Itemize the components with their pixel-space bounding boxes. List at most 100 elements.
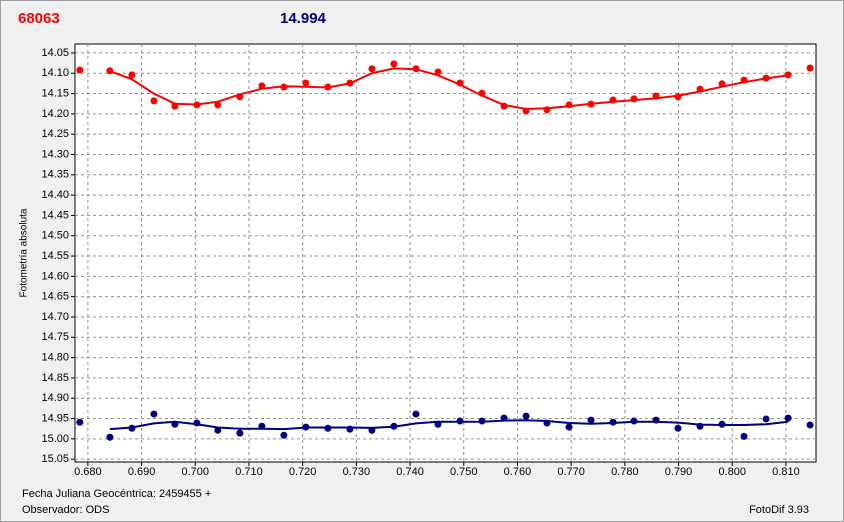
data-point xyxy=(128,71,136,79)
data-point xyxy=(652,416,660,424)
data-point xyxy=(652,92,660,100)
data-point xyxy=(214,426,222,434)
data-point xyxy=(324,83,332,91)
data-point xyxy=(150,97,158,105)
x-tick-label: 0.750 xyxy=(450,466,478,478)
y-tick-label: 14.75 xyxy=(41,331,69,343)
data-point xyxy=(674,93,682,101)
data-point xyxy=(456,417,464,425)
data-point xyxy=(150,410,158,418)
data-point xyxy=(630,417,638,425)
data-point xyxy=(740,76,748,84)
y-tick-label: 14.15 xyxy=(41,87,69,99)
x-tick-label: 0.680 xyxy=(74,466,102,478)
data-point xyxy=(76,66,84,74)
data-point xyxy=(76,418,84,426)
data-point xyxy=(346,79,354,87)
data-point xyxy=(434,68,442,76)
data-point xyxy=(346,425,354,433)
y-tick-label: 14.80 xyxy=(41,352,69,364)
x-tick-label: 0.710 xyxy=(235,466,263,478)
data-point xyxy=(478,417,486,425)
data-point xyxy=(368,426,376,434)
y-tick-label: 14.50 xyxy=(41,230,69,242)
header-left: 68063 xyxy=(18,10,60,27)
data-point xyxy=(565,423,573,431)
data-point xyxy=(674,424,682,432)
data-point xyxy=(784,71,792,79)
data-point xyxy=(587,100,595,108)
data-point xyxy=(630,95,638,103)
data-point xyxy=(280,83,288,91)
data-point xyxy=(302,79,310,87)
x-tick-label: 0.740 xyxy=(396,466,424,478)
y-tick-label: 14.60 xyxy=(41,270,69,282)
data-point xyxy=(740,432,748,440)
data-point xyxy=(390,60,398,68)
data-point xyxy=(762,74,770,82)
data-point xyxy=(718,80,726,88)
data-point xyxy=(543,106,551,114)
y-tick-label: 14.65 xyxy=(41,291,69,303)
data-point xyxy=(522,412,530,420)
data-point xyxy=(193,101,201,109)
data-point xyxy=(193,419,201,427)
data-point xyxy=(522,107,530,115)
data-point xyxy=(434,420,442,428)
data-point xyxy=(696,85,704,93)
fit-line xyxy=(109,67,789,111)
data-point xyxy=(587,416,595,424)
data-point xyxy=(609,96,617,104)
data-point xyxy=(543,419,551,427)
data-point xyxy=(368,65,376,73)
y-tick-label: 14.05 xyxy=(41,47,69,59)
data-point xyxy=(106,433,114,441)
x-tick-label: 0.790 xyxy=(665,466,693,478)
x-tick-label: 0.730 xyxy=(343,466,371,478)
data-point xyxy=(324,424,332,432)
x-tick-label: 0.800 xyxy=(718,466,746,478)
data-point xyxy=(718,420,726,428)
data-point xyxy=(236,429,244,437)
data-point xyxy=(412,410,420,418)
data-point xyxy=(302,423,310,431)
x-tick-label: 0.780 xyxy=(611,466,639,478)
data-point xyxy=(806,421,814,429)
y-tick-label: 15.05 xyxy=(41,453,69,465)
x-tick-label: 0.720 xyxy=(289,466,317,478)
data-point xyxy=(696,422,704,430)
y-tick-label: 14.20 xyxy=(41,108,69,120)
y-tick-label: 14.10 xyxy=(41,67,69,79)
plot-area xyxy=(74,43,817,463)
header-right: 14.994 xyxy=(280,10,327,27)
y-tick-label: 14.35 xyxy=(41,169,69,181)
data-point xyxy=(456,79,464,87)
data-point xyxy=(128,424,136,432)
data-point xyxy=(258,422,266,430)
data-point xyxy=(500,102,508,110)
fit-line xyxy=(109,419,789,431)
y-tick-label: 14.90 xyxy=(41,392,69,404)
footer-date: Fecha Juliana Geocéntrica: 2459455 + xyxy=(22,488,211,500)
footer-version: FotoDif 3.93 xyxy=(749,504,809,516)
y-tick-label: 14.95 xyxy=(41,412,69,424)
data-point xyxy=(258,82,266,90)
data-point xyxy=(412,65,420,73)
data-point xyxy=(500,414,508,422)
y-tick-label: 14.55 xyxy=(41,250,69,262)
y-axis-label: Fotometría absoluta xyxy=(19,208,30,297)
x-tick-label: 0.700 xyxy=(182,466,210,478)
data-point xyxy=(171,102,179,110)
data-point xyxy=(609,418,617,426)
x-tick-label: 0.760 xyxy=(504,466,532,478)
data-point xyxy=(806,64,814,72)
data-point xyxy=(478,89,486,97)
x-tick-label: 0.810 xyxy=(772,466,800,478)
footer-observer: Observador: ODS xyxy=(22,504,109,516)
y-tick-label: 15.00 xyxy=(41,433,69,445)
data-point xyxy=(171,420,179,428)
data-point xyxy=(762,415,770,423)
data-point xyxy=(106,67,114,75)
